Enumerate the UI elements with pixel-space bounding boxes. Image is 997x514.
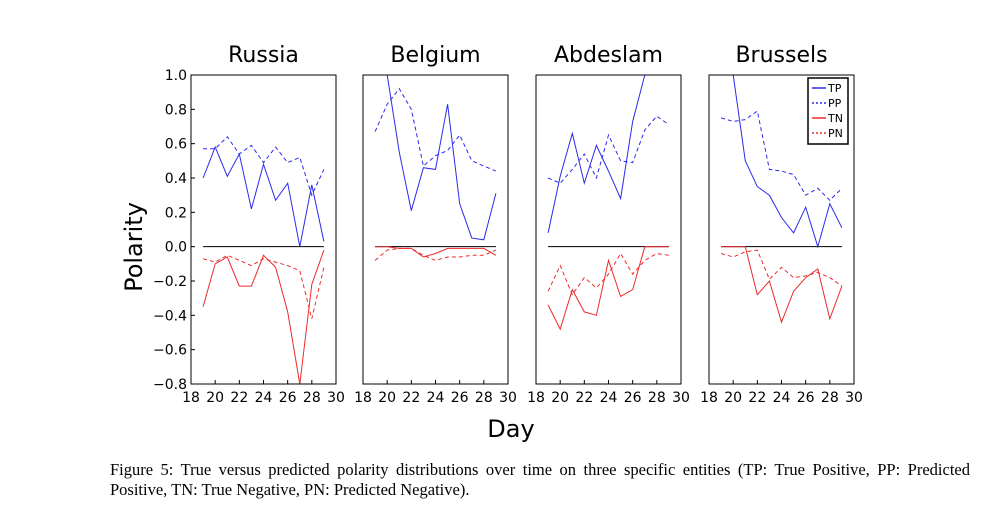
chart-panel-3: Brussels 18 20 22 24 26 28 30 TP PP TN PN — [700, 43, 863, 406]
legend-label-tn: TN — [827, 112, 843, 125]
series-line-pn — [374, 247, 497, 261]
x-tick-label: 22 — [230, 390, 248, 406]
series-line-pp — [203, 136, 325, 197]
figure-caption: Figure 5: True versus predicted polarity… — [110, 460, 970, 499]
series-line-tp — [732, 75, 843, 249]
y-axis-label: Polarity — [120, 202, 148, 292]
x-tick-label: 24 — [255, 390, 273, 406]
plot-frame — [190, 74, 337, 385]
series-line-tp — [386, 75, 497, 241]
x-tick-label: 24 — [773, 390, 791, 406]
plot-frame — [708, 74, 855, 385]
chart-panel-0: Russia −0.8 −0.6 −0.4 −0.2 0.0 0.2 0.4 0.6 0.8 1.0… — [153, 43, 345, 406]
series-line-tn — [721, 246, 843, 324]
series-line-tp — [547, 75, 669, 234]
x-axis-label: Day — [487, 415, 534, 443]
chart-panel-1: Belgium 18 20 22 24 26 28 30 — [354, 43, 517, 406]
chart-panel-2: Abdeslam 18 20 22 24 26 28 30 — [527, 43, 690, 406]
legend-label-pn: PN — [828, 127, 843, 140]
x-tick-label: 26 — [624, 390, 642, 406]
x-tick-label: 20 — [724, 390, 742, 406]
plot-frame — [362, 74, 509, 385]
x-tick-label: 18 — [182, 390, 200, 406]
x-tick-label: 22 — [402, 390, 420, 406]
series-line-tn — [202, 249, 325, 384]
plot-frame — [535, 74, 682, 385]
series-line-pn — [202, 254, 325, 319]
x-tick-label: 18 — [354, 390, 372, 406]
x-tick-label: 30 — [327, 390, 345, 406]
x-tick-label: 18 — [700, 390, 718, 406]
x-tick-label: 28 — [821, 390, 839, 406]
x-tick-label: 24 — [427, 390, 445, 406]
x-tick-label: 20 — [551, 390, 569, 406]
legend: TP PP TN PN — [807, 77, 849, 145]
series-line-tn — [547, 246, 669, 331]
series-line-pp — [374, 87, 497, 172]
x-tick-label: 20 — [378, 390, 396, 406]
y-tick-label: 0.4 — [165, 171, 187, 187]
legend-label-pp: PP — [828, 97, 842, 110]
series-line-tp — [202, 145, 325, 247]
y-tick-label: −0.2 — [153, 274, 187, 290]
x-tick-label: 26 — [451, 390, 469, 406]
x-tick-label: 22 — [748, 390, 766, 406]
panel-title: Belgium — [390, 43, 480, 68]
panel-title: Brussels — [735, 43, 827, 68]
x-tick-label: 28 — [303, 390, 321, 406]
y-tick-label: 0.0 — [165, 240, 187, 256]
x-tick-label: 24 — [600, 390, 618, 406]
y-tick-label: −0.4 — [153, 308, 187, 324]
series-line-pp — [547, 115, 670, 184]
panel-title: Abdeslam — [554, 43, 663, 68]
x-tick-label: 20 — [206, 390, 224, 406]
series-line-pn — [720, 249, 843, 287]
y-tick-label: −0.8 — [153, 377, 187, 393]
x-tick-label: 30 — [499, 390, 517, 406]
y-tick-label: 0.8 — [165, 102, 187, 118]
x-tick-label: 22 — [575, 390, 593, 406]
panel-title: Russia — [228, 43, 299, 68]
series-line-pn — [547, 252, 669, 296]
x-tick-label: 30 — [672, 390, 690, 406]
y-tick-label: 0.6 — [165, 137, 187, 153]
y-tick-label: 1.0 — [165, 68, 187, 84]
y-tick-label: −0.6 — [153, 343, 187, 359]
series-line-tn — [375, 246, 497, 258]
x-tick-label: 28 — [475, 390, 493, 406]
legend-label-tp: TP — [827, 82, 842, 95]
x-tick-label: 30 — [845, 390, 863, 406]
x-tick-label: 26 — [797, 390, 815, 406]
x-tick-label: 28 — [648, 390, 666, 406]
panels: Russia −0.8 −0.6 −0.4 −0.2 0.0 0.2 0.4 0.6 0.8 1.0… — [153, 43, 863, 406]
legend-box — [807, 77, 849, 145]
x-tick-label: 18 — [527, 390, 545, 406]
y-tick-label: 0.2 — [165, 205, 187, 221]
x-tick-label: 26 — [279, 390, 297, 406]
